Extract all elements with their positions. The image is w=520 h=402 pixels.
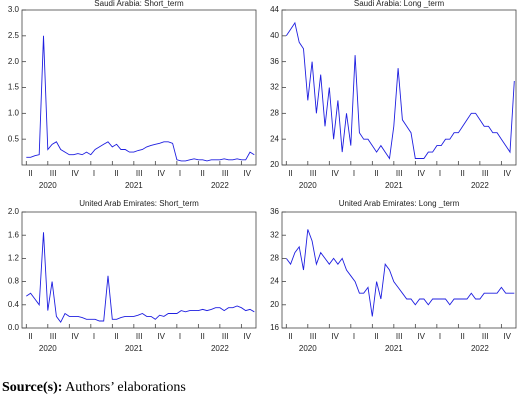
x-tick-label: II — [460, 169, 464, 178]
x-tick-label: II — [374, 169, 378, 178]
x-tick-label: III — [482, 332, 489, 341]
data-line — [285, 21, 515, 160]
x-tick-label: III — [136, 332, 143, 341]
plot-frame — [21, 211, 257, 329]
x-tick-label: I — [93, 332, 95, 341]
x-tick-label: III — [310, 332, 317, 341]
y-tick-label: 0.5 — [8, 134, 20, 143]
caption-text: Authors’ elaborations — [65, 380, 186, 395]
year-label: 2020 — [39, 181, 57, 190]
y-tick-label: 1.2 — [8, 254, 20, 263]
y-tick-label: 0.4 — [8, 300, 20, 309]
x-tick-label: I — [439, 332, 441, 341]
year-label: 2021 — [125, 181, 143, 190]
year-label: 2022 — [211, 181, 229, 190]
x-tick-label: II — [28, 169, 32, 178]
x-tick-label: IV — [503, 169, 511, 178]
year-label: 2022 — [471, 181, 489, 190]
x-tick-label: III — [222, 332, 229, 341]
y-tick-label: 2.0 — [8, 57, 20, 66]
y-tick-label: 44 — [270, 5, 279, 14]
x-tick-label: I — [439, 169, 441, 178]
year-label: 2020 — [299, 344, 317, 353]
x-tick-label: I — [93, 169, 95, 178]
plot-frame — [21, 9, 257, 166]
y-tick-label: 0.8 — [8, 277, 20, 286]
chart-title: Saudi Arabia: Short_term — [94, 0, 184, 8]
year-label: 2021 — [385, 344, 403, 353]
x-tick-label: II — [288, 332, 292, 341]
y-tick-label: 24 — [270, 277, 279, 286]
x-tick-label: IV — [243, 332, 251, 341]
x-tick-label: IV — [71, 169, 79, 178]
x-tick-label: III — [222, 169, 229, 178]
x-tick-label: III — [50, 332, 57, 341]
y-tick-label: 20 — [270, 160, 279, 169]
x-tick-label: I — [179, 169, 181, 178]
data-line — [26, 35, 255, 162]
plot-frame — [281, 9, 517, 166]
x-tick-label: I — [179, 332, 181, 341]
x-tick-label: IV — [417, 332, 425, 341]
y-tick-label: 40 — [270, 31, 279, 40]
x-tick-label: IV — [331, 332, 339, 341]
x-tick-label: IV — [157, 169, 165, 178]
year-label: 2021 — [385, 181, 403, 190]
y-tick-label: 36 — [270, 207, 279, 216]
x-tick-label: III — [310, 169, 317, 178]
x-tick-label: II — [460, 332, 464, 341]
x-tick-label: II — [114, 169, 118, 178]
year-label: 2021 — [125, 344, 143, 353]
y-tick-label: 3.0 — [8, 5, 20, 14]
year-label: 2020 — [39, 344, 57, 353]
chart-title: United Arab Emirates: Short_term — [79, 199, 199, 208]
x-tick-label: IV — [417, 169, 425, 178]
x-tick-label: II — [200, 169, 204, 178]
plot-frame — [281, 211, 517, 329]
x-tick-label: III — [396, 169, 403, 178]
x-tick-label: I — [353, 332, 355, 341]
chart-title: United Arab Emirates: Long _term — [339, 199, 460, 208]
x-tick-label: IV — [503, 332, 511, 341]
x-tick-label: II — [288, 169, 292, 178]
chart-title: Saudi Arabia: Long _term — [354, 0, 445, 8]
x-tick-label: III — [482, 169, 489, 178]
caption-label: Source(s): — [2, 380, 63, 395]
x-tick-label: II — [200, 332, 204, 341]
y-tick-label: 32 — [270, 230, 279, 239]
x-tick-label: III — [396, 332, 403, 341]
y-tick-label: 2.5 — [8, 31, 20, 40]
y-tick-label: 20 — [270, 300, 279, 309]
x-tick-label: II — [374, 332, 378, 341]
x-tick-label: II — [28, 332, 32, 341]
x-tick-label: IV — [331, 169, 339, 178]
data-line — [26, 232, 255, 324]
year-label: 2020 — [299, 181, 317, 190]
chart: Saudi Arabia: Short_term 0.5 1.0 1.5 2.0 2.5 3… — [8, 0, 517, 353]
year-label: 2022 — [471, 344, 489, 353]
y-tick-label: 32 — [270, 83, 279, 92]
caption: Source(s): Authors’ elaborations — [2, 380, 186, 396]
y-tick-label: 1.5 — [8, 83, 20, 92]
year-label: 2022 — [211, 344, 229, 353]
x-tick-label: IV — [243, 169, 251, 178]
x-tick-label: IV — [71, 332, 79, 341]
y-tick-label: 24 — [270, 134, 279, 143]
y-tick-label: 0.0 — [8, 323, 20, 332]
x-tick-label: III — [136, 169, 143, 178]
data-line — [285, 229, 515, 317]
y-tick-label: 28 — [270, 108, 279, 117]
x-tick-label: IV — [157, 332, 165, 341]
y-tick-label: 2.0 — [8, 207, 20, 216]
y-tick-label: 1.0 — [8, 108, 20, 117]
y-tick-label: 16 — [270, 323, 279, 332]
y-tick-label: 36 — [270, 57, 279, 66]
x-tick-label: I — [353, 169, 355, 178]
y-tick-label: 1.6 — [8, 230, 20, 239]
y-tick-label: 28 — [270, 254, 279, 263]
x-tick-label: III — [50, 169, 57, 178]
x-tick-label: II — [114, 332, 118, 341]
